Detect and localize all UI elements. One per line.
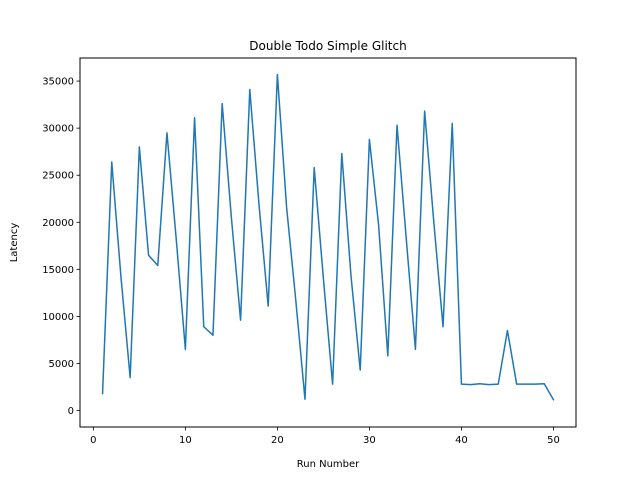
y-tick-label: 35000 [42, 77, 74, 88]
y-tick-label: 10000 [42, 312, 74, 323]
x-axis-label: Run Number [297, 459, 360, 470]
x-tick-label: 0 [90, 435, 96, 446]
axes-frame [79, 57, 577, 428]
plot-area [101, 73, 555, 401]
y-axis-label: Latency [9, 223, 20, 263]
x-tick-label: 10 [179, 435, 192, 446]
latency-series-line [101, 73, 555, 401]
x-tick-label: 30 [363, 435, 376, 446]
y-tick-label: 20000 [42, 218, 74, 229]
x-tick-label: 20 [271, 435, 284, 446]
chart-title: Double Todo Simple Glitch [249, 39, 406, 53]
y-tick-label: 30000 [42, 124, 74, 135]
x-tick-label: 40 [455, 435, 468, 446]
y-tick-label: 0 [68, 406, 74, 417]
y-tick-label: 5000 [49, 359, 74, 370]
x-tick-label: 50 [547, 435, 560, 446]
x-axis: 0 10 20 30 40 50 [90, 427, 560, 446]
y-axis: 0 5000 10000 15000 20000 25000 30000 35000 [42, 77, 80, 417]
y-tick-label: 15000 [42, 265, 74, 276]
y-tick-label: 25000 [42, 171, 74, 182]
